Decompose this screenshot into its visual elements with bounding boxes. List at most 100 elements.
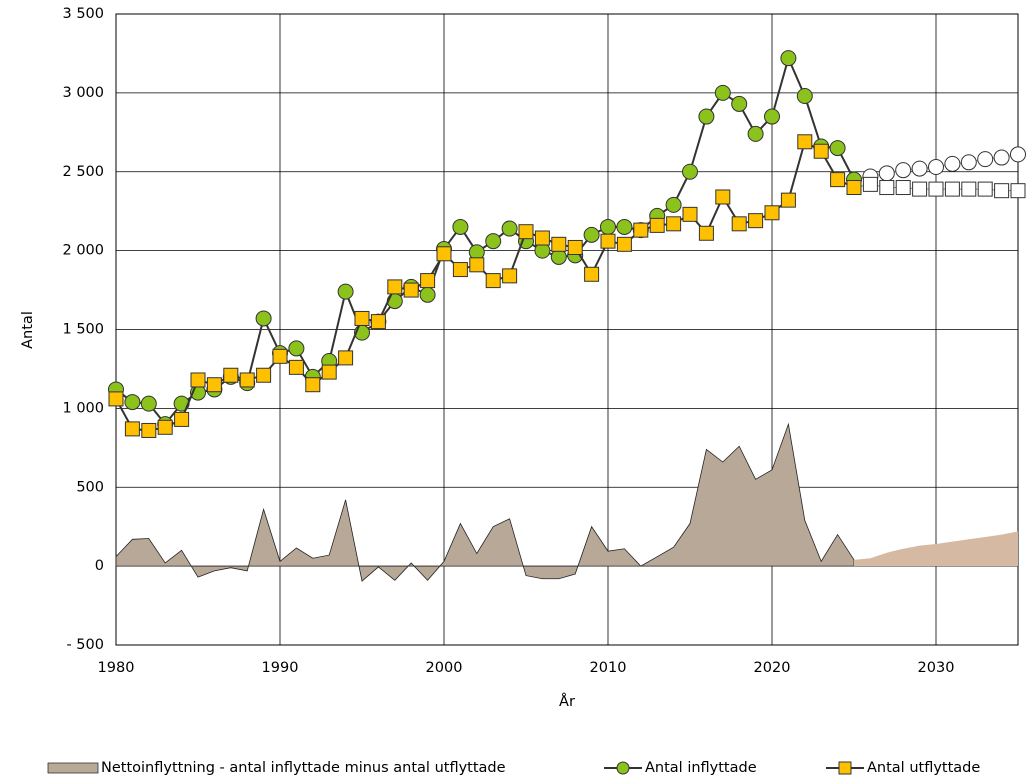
marker: [141, 422, 157, 438]
marker: [124, 421, 140, 437]
marker: [420, 273, 436, 289]
x-tick-label: 1990: [262, 660, 299, 676]
legend-marker: [838, 761, 852, 775]
marker: [714, 84, 731, 101]
marker: [665, 196, 682, 213]
marker: [338, 350, 354, 366]
marker: [1010, 146, 1026, 163]
legend-swatch: [47, 762, 99, 774]
marker: [961, 181, 977, 197]
marker: [895, 162, 912, 179]
marker: [436, 246, 452, 262]
marker: [748, 213, 764, 229]
marker: [584, 266, 600, 282]
marker: [157, 419, 173, 435]
marker: [551, 236, 567, 252]
marker: [879, 180, 895, 196]
marker: [829, 140, 846, 157]
marker: [747, 125, 764, 142]
marker: [649, 217, 665, 233]
marker: [780, 192, 796, 208]
marker: [944, 181, 960, 197]
x-tick-label: 2020: [754, 660, 791, 676]
marker: [780, 50, 797, 67]
y-axis-title: Antal: [20, 311, 36, 349]
marker: [190, 372, 206, 388]
marker: [682, 206, 698, 222]
legend-label: Nettoinflyttning - antal inflyttade minu…: [101, 760, 506, 776]
marker: [731, 95, 748, 112]
marker: [862, 176, 878, 192]
marker: [223, 367, 239, 383]
marker: [452, 218, 469, 235]
y-tick-label: 3 500: [62, 6, 104, 22]
marker: [912, 181, 928, 197]
marker: [764, 108, 780, 125]
marker: [944, 155, 961, 172]
marker: [501, 220, 518, 237]
marker: [666, 216, 682, 232]
marker: [485, 273, 501, 289]
marker: [616, 218, 633, 235]
marker: [830, 172, 846, 188]
marker: [960, 154, 977, 171]
legend-label: Antal inflyttade: [645, 760, 757, 776]
x-tick-label: 2000: [426, 660, 463, 676]
marker: [419, 286, 436, 303]
marker: [911, 160, 928, 177]
marker: [305, 377, 321, 393]
marker: [469, 257, 485, 273]
marker: [682, 163, 698, 180]
marker: [813, 143, 829, 159]
area: [854, 531, 1018, 567]
y-tick-label: 2 000: [62, 243, 104, 259]
line: [115, 140, 855, 432]
marker: [1010, 183, 1026, 199]
y-tick-label: 3 000: [62, 85, 104, 101]
marker: [452, 262, 468, 278]
marker: [928, 159, 944, 176]
marker: [239, 372, 255, 388]
x-tick-label: 1980: [98, 660, 135, 676]
marker: [174, 411, 190, 427]
marker: [583, 226, 600, 243]
y-tick-label: 500: [76, 479, 104, 495]
x-axis-title: År: [559, 693, 575, 710]
area: [115, 422, 855, 582]
marker: [600, 218, 616, 235]
marker: [600, 233, 616, 249]
marker: [288, 359, 304, 375]
plot-border: [115, 13, 1019, 646]
marker: [715, 189, 731, 205]
marker: [518, 224, 534, 240]
marker: [895, 180, 911, 196]
marker: [731, 216, 747, 232]
marker: [977, 151, 994, 168]
marker: [255, 310, 272, 327]
y-tick-label: 2 500: [62, 164, 104, 180]
marker: [534, 230, 550, 246]
marker: [124, 394, 141, 411]
marker: [698, 225, 714, 241]
marker: [354, 310, 370, 326]
marker: [288, 340, 305, 357]
marker: [140, 395, 157, 412]
marker: [796, 88, 813, 105]
marker: [977, 181, 993, 197]
marker: [878, 165, 895, 182]
y-tick-label: 1 500: [62, 322, 104, 338]
marker: [698, 108, 715, 125]
marker: [994, 183, 1010, 199]
y-tick-label: 0: [95, 558, 104, 574]
marker: [272, 348, 288, 364]
marker: [928, 181, 944, 197]
marker: [256, 367, 272, 383]
marker: [387, 279, 403, 295]
x-tick-label: 2030: [918, 660, 955, 676]
marker: [797, 134, 813, 150]
marker: [206, 377, 222, 393]
marker: [633, 222, 649, 238]
marker: [108, 391, 124, 407]
x-tick-label: 2010: [590, 660, 627, 676]
